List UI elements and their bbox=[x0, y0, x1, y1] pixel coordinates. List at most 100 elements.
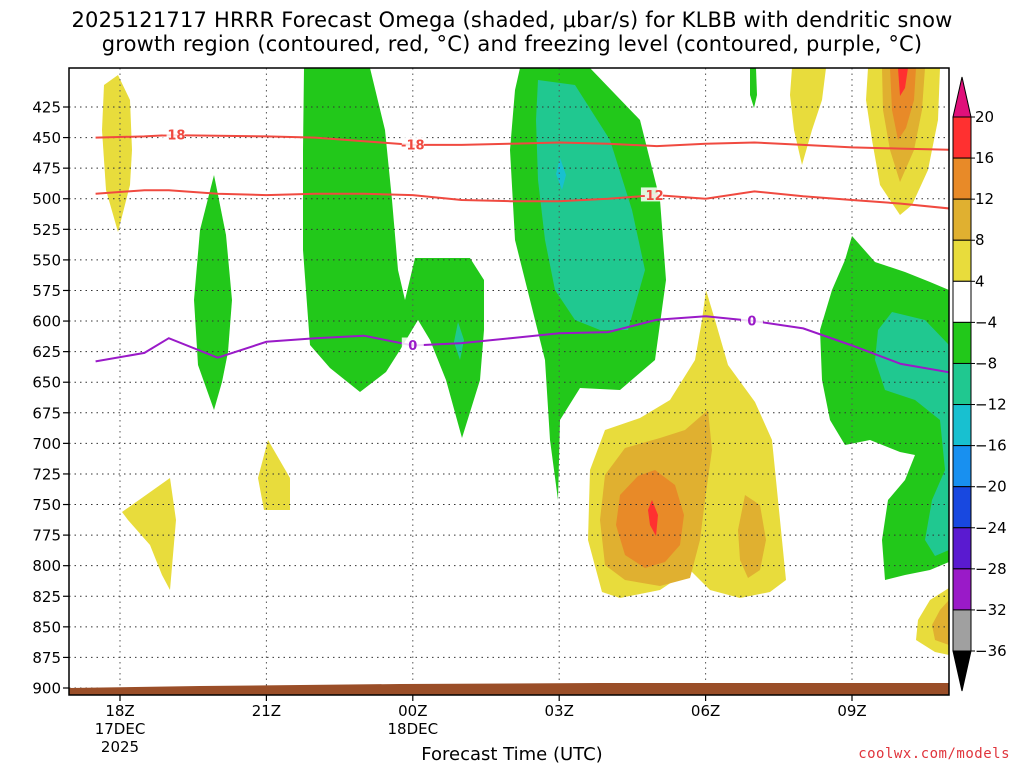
title-line-1: 2025121717 HRRR Forecast Omega (shaded, … bbox=[71, 8, 953, 32]
y-tick-label: 525 bbox=[32, 221, 61, 239]
omega-region bbox=[102, 75, 132, 232]
omega-region bbox=[875, 312, 949, 556]
colorbar-swatch bbox=[952, 362, 972, 406]
colorbar-tick-label: −4 bbox=[975, 313, 997, 331]
y-tick-label: 425 bbox=[32, 99, 61, 117]
y-tick-label: 450 bbox=[32, 129, 61, 147]
grid-lines bbox=[69, 68, 949, 695]
y-tick-label: 900 bbox=[32, 680, 61, 698]
omega-region bbox=[454, 322, 464, 360]
x-tick-label: 00Z bbox=[398, 702, 427, 720]
omega-region bbox=[556, 158, 566, 190]
omega-region bbox=[258, 440, 290, 510]
colorbar-swatch bbox=[952, 609, 972, 652]
x-tick-date: 17DEC bbox=[95, 720, 146, 738]
y-tick-label: 725 bbox=[32, 465, 61, 483]
omega-region bbox=[648, 500, 658, 536]
y-tick-label: 875 bbox=[32, 649, 61, 667]
omega-region bbox=[303, 68, 484, 438]
colorbar-tick-label: −32 bbox=[975, 601, 1007, 619]
y-tick-label: 475 bbox=[32, 160, 61, 178]
colorbar-swatch bbox=[952, 527, 972, 570]
colorbar-tick-label: −24 bbox=[975, 519, 1007, 537]
x-tick-year: 2025 bbox=[101, 738, 139, 756]
y-tick-label: 600 bbox=[32, 313, 61, 331]
omega-region bbox=[194, 175, 232, 410]
y-tick-label: 750 bbox=[32, 496, 61, 514]
y-tick-label: 800 bbox=[32, 557, 61, 575]
omega-region bbox=[932, 600, 949, 645]
x-tick-date: 18DEC bbox=[388, 720, 439, 738]
y-tick-label: 575 bbox=[32, 282, 61, 300]
colorbar-swatch bbox=[952, 445, 972, 488]
terrain-shading bbox=[69, 683, 949, 695]
colorbar-swatch bbox=[952, 239, 972, 282]
contour-label-bg bbox=[162, 127, 185, 142]
y-tick-label: 650 bbox=[32, 374, 61, 392]
colorbar-tick-label: 8 bbox=[975, 231, 985, 249]
x-tick-label: 06Z bbox=[691, 702, 720, 720]
colorbar-tick-label: 12 bbox=[975, 190, 994, 208]
colorbar-tick-label: 16 bbox=[975, 149, 994, 167]
y-tick-label: 825 bbox=[32, 588, 61, 606]
omega-region bbox=[890, 68, 916, 140]
y-tick-label: 500 bbox=[32, 190, 61, 208]
y-tick-label: 775 bbox=[32, 527, 61, 545]
contour-label: -18 bbox=[401, 138, 425, 153]
omega-region bbox=[738, 495, 766, 578]
contour-line bbox=[95, 134, 949, 151]
omega-region bbox=[790, 68, 826, 165]
contour-line bbox=[95, 315, 949, 374]
y-tick-label: 700 bbox=[32, 435, 61, 453]
contour-label-bg bbox=[401, 136, 424, 151]
site-credit: coolwx.com/models bbox=[858, 746, 1010, 762]
colorbar-swatch bbox=[952, 404, 972, 447]
y-tick-label: 625 bbox=[32, 343, 61, 361]
omega-region bbox=[750, 68, 757, 108]
contour-label: 0 bbox=[747, 314, 756, 329]
omega-shading bbox=[102, 68, 949, 655]
colorbar-tick-label: 20 bbox=[975, 108, 994, 126]
title-line-2: growth region (contoured, red, °C) and f… bbox=[101, 32, 923, 56]
x-tick-label: 03Z bbox=[545, 702, 574, 720]
contour-label-bg bbox=[401, 337, 424, 352]
colorbar-tick-label: −20 bbox=[975, 478, 1007, 496]
colorbar-swatch bbox=[952, 568, 972, 611]
x-tick-label: 18Z bbox=[105, 702, 134, 720]
colorbar: 20 16 12 8 4 −4 −8 −12 −16 −20 −24 −28 −32 −36 bbox=[952, 76, 1007, 692]
y-tick-label: 850 bbox=[32, 618, 61, 636]
y-tick-label: 550 bbox=[32, 251, 61, 269]
contour-label-bg bbox=[640, 187, 663, 202]
colorbar-swatch bbox=[952, 198, 972, 241]
colorbar-top-arrow bbox=[952, 76, 972, 118]
x-tick-label: 21Z bbox=[252, 702, 281, 720]
x-tick-label: 09Z bbox=[837, 702, 866, 720]
colorbar-tick-label: 4 bbox=[975, 272, 985, 290]
colorbar-swatch bbox=[952, 280, 972, 323]
plot-frame bbox=[68, 67, 950, 696]
y-axis: 425 450 475 500 525 550 575 600 625 650 675 700 725 7… bbox=[32, 99, 69, 698]
colorbar-swatch bbox=[952, 486, 972, 529]
colorbar-tick-label: −28 bbox=[975, 560, 1007, 578]
colorbar-tick-label: −16 bbox=[975, 437, 1007, 455]
omega-region bbox=[122, 478, 176, 590]
x-axis-label: Forecast Time (UTC) bbox=[421, 744, 603, 765]
contour-lines: -18 -18 -12 0 0 bbox=[95, 127, 949, 374]
contour-label-bg bbox=[740, 312, 763, 327]
contour-line bbox=[95, 189, 949, 210]
colorbar-tick-label: −12 bbox=[975, 396, 1007, 414]
contour-label: 0 bbox=[408, 339, 417, 354]
colorbar-swatch bbox=[952, 157, 972, 200]
contour-label: -18 bbox=[162, 129, 186, 144]
colorbar-bottom-arrow bbox=[952, 650, 972, 692]
colorbar-tick-label: −8 bbox=[975, 354, 997, 372]
colorbar-swatch bbox=[952, 116, 972, 159]
colorbar-tick-label: −36 bbox=[975, 642, 1007, 660]
chart-title: 2025121717 HRRR Forecast Omega (shaded, … bbox=[0, 8, 1024, 56]
contour-label: -12 bbox=[640, 189, 664, 204]
omega-region bbox=[898, 68, 908, 96]
y-tick-label: 675 bbox=[32, 404, 61, 422]
colorbar-swatch bbox=[952, 321, 972, 364]
